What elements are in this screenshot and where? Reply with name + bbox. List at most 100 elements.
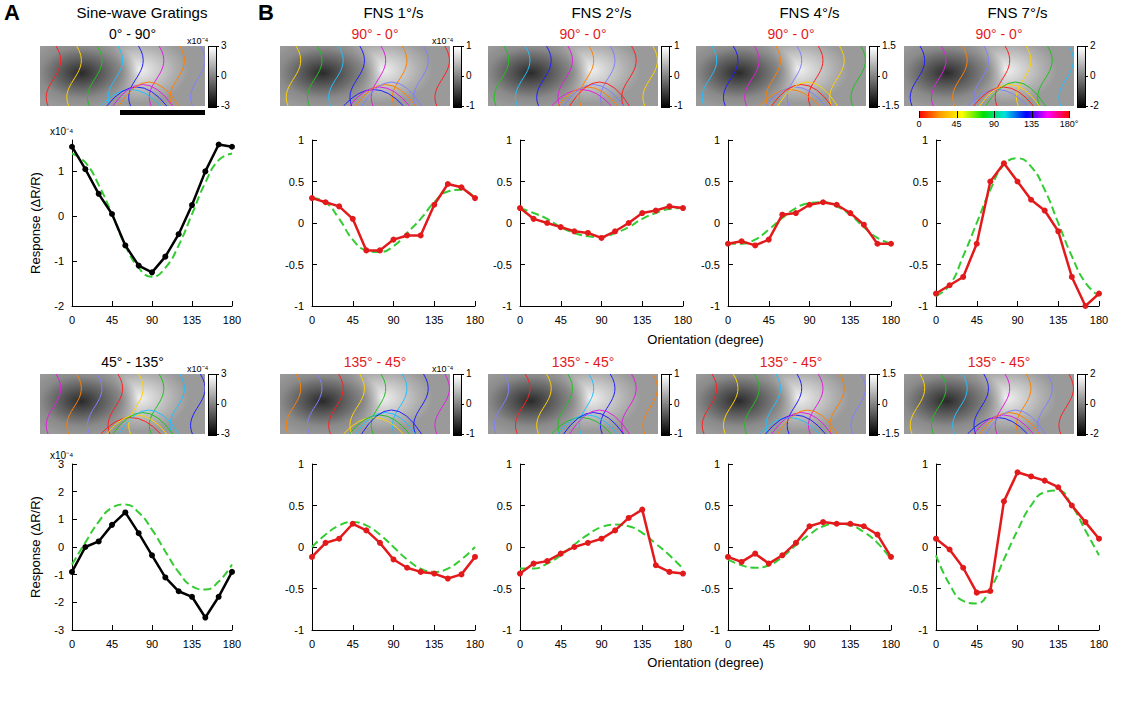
svg-text:1: 1: [58, 165, 64, 177]
svg-text:1: 1: [298, 134, 304, 146]
svg-text:45: 45: [106, 638, 118, 650]
svg-text:-0.5: -0.5: [909, 259, 928, 271]
svg-text:0: 0: [933, 314, 939, 326]
svg-text:0: 0: [922, 217, 928, 229]
svg-text:0.5: 0.5: [497, 176, 512, 188]
svg-text:0.5: 0.5: [913, 176, 928, 188]
svg-text:90: 90: [146, 314, 158, 326]
svg-text:180: 180: [223, 638, 241, 650]
svg-text:90: 90: [387, 638, 399, 650]
svg-text:0.5: 0.5: [913, 500, 928, 512]
svg-text:-1: -1: [710, 300, 720, 312]
svg-text:90: 90: [595, 638, 607, 650]
svg-text:0: 0: [69, 638, 75, 650]
svg-text:0: 0: [714, 541, 720, 553]
svg-text:180: 180: [674, 314, 692, 326]
svg-text:-0.5: -0.5: [493, 259, 512, 271]
svg-text:-1: -1: [502, 300, 512, 312]
svg-text:45: 45: [763, 314, 775, 326]
svg-text:0.5: 0.5: [289, 176, 304, 188]
svg-text:-0.5: -0.5: [701, 583, 720, 595]
svg-text:0: 0: [69, 314, 75, 326]
svg-text:45: 45: [555, 314, 567, 326]
svg-text:0: 0: [309, 638, 315, 650]
svg-text:-1: -1: [294, 624, 304, 636]
svg-text:1: 1: [922, 458, 928, 470]
svg-text:135: 135: [183, 314, 201, 326]
svg-text:45: 45: [971, 314, 983, 326]
svg-text:0: 0: [58, 210, 64, 222]
svg-text:0: 0: [933, 638, 939, 650]
svg-text:45: 45: [106, 314, 118, 326]
svg-text:Response (ΔR/R): Response (ΔR/R): [28, 172, 43, 274]
svg-text:0: 0: [725, 314, 731, 326]
svg-text:180: 180: [882, 314, 900, 326]
svg-text:0: 0: [922, 541, 928, 553]
svg-text:135: 135: [425, 638, 443, 650]
svg-text:0: 0: [714, 217, 720, 229]
svg-text:180: 180: [1090, 314, 1108, 326]
svg-text:135: 135: [841, 638, 859, 650]
svg-text:1: 1: [298, 458, 304, 470]
svg-text:135: 135: [1049, 314, 1067, 326]
svg-text:90: 90: [803, 638, 815, 650]
svg-text:-0.5: -0.5: [285, 583, 304, 595]
svg-text:-3: -3: [54, 624, 64, 636]
svg-text:-1: -1: [294, 300, 304, 312]
svg-text:180: 180: [466, 638, 484, 650]
svg-text:180: 180: [1090, 638, 1108, 650]
svg-text:180: 180: [466, 314, 484, 326]
svg-text:1: 1: [58, 513, 64, 525]
svg-text:-0.5: -0.5: [909, 583, 928, 595]
svg-text:0: 0: [309, 314, 315, 326]
svg-text:45: 45: [347, 638, 359, 650]
svg-text:0: 0: [517, 638, 523, 650]
svg-text:0.5: 0.5: [705, 500, 720, 512]
svg-text:135: 135: [425, 314, 443, 326]
svg-text:0: 0: [298, 217, 304, 229]
svg-text:0: 0: [506, 541, 512, 553]
svg-text:180: 180: [882, 638, 900, 650]
svg-text:0: 0: [58, 541, 64, 553]
svg-text:135: 135: [1049, 638, 1067, 650]
svg-text:0.5: 0.5: [289, 500, 304, 512]
svg-text:180: 180: [674, 638, 692, 650]
svg-text:45: 45: [763, 638, 775, 650]
svg-text:180: 180: [223, 314, 241, 326]
svg-text:135: 135: [633, 638, 651, 650]
svg-text:135: 135: [183, 638, 201, 650]
svg-text:2: 2: [58, 486, 64, 498]
svg-text:90: 90: [595, 314, 607, 326]
svg-text:45: 45: [555, 638, 567, 650]
svg-text:0.5: 0.5: [705, 176, 720, 188]
svg-text:-2: -2: [54, 596, 64, 608]
svg-text:-1: -1: [54, 569, 64, 581]
svg-text:-0.5: -0.5: [285, 259, 304, 271]
svg-text:1: 1: [714, 458, 720, 470]
svg-text:1: 1: [506, 134, 512, 146]
svg-text:45: 45: [971, 638, 983, 650]
svg-text:90: 90: [1011, 638, 1023, 650]
svg-text:0.5: 0.5: [497, 500, 512, 512]
svg-text:-1: -1: [710, 624, 720, 636]
svg-text:1: 1: [506, 458, 512, 470]
svg-text:45: 45: [347, 314, 359, 326]
svg-text:1: 1: [922, 134, 928, 146]
svg-text:90: 90: [146, 638, 158, 650]
svg-text:-0.5: -0.5: [493, 583, 512, 595]
svg-text:90: 90: [803, 314, 815, 326]
svg-text:-1: -1: [54, 255, 64, 267]
svg-text:-1: -1: [502, 624, 512, 636]
svg-text:0: 0: [517, 314, 523, 326]
svg-text:0: 0: [298, 541, 304, 553]
svg-text:1: 1: [714, 134, 720, 146]
svg-text:0: 0: [725, 638, 731, 650]
svg-text:135: 135: [841, 314, 859, 326]
svg-text:-0.5: -0.5: [701, 259, 720, 271]
svg-text:135: 135: [633, 314, 651, 326]
svg-text:Response (ΔR/R): Response (ΔR/R): [28, 496, 43, 598]
svg-text:-2: -2: [54, 300, 64, 312]
svg-text:-1: -1: [918, 300, 928, 312]
svg-text:90: 90: [1011, 314, 1023, 326]
svg-text:90: 90: [387, 314, 399, 326]
